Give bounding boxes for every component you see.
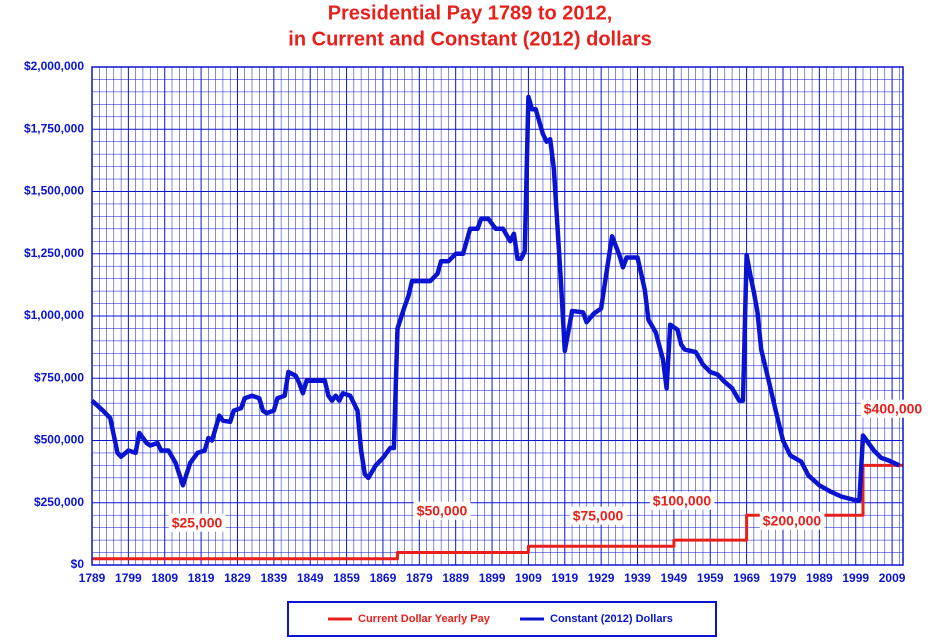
x-tick-label: 1939 <box>624 571 651 585</box>
y-tick-label: $1,000,000 <box>24 308 84 322</box>
labels: $0 $250,000 $500,000 $750,000 $1,000,000 $1,2… <box>24 59 926 585</box>
x-tick-label: 1949 <box>661 571 688 585</box>
legend: Current Dollar Yearly Pay Constant (2012)… <box>328 613 673 625</box>
x-tick-label: 1899 <box>479 571 506 585</box>
x-tick-label: 1979 <box>770 571 797 585</box>
y-tick-label: $0 <box>71 557 85 571</box>
annotation: $25,000 <box>172 515 223 531</box>
y-tick-label: $1,250,000 <box>24 246 84 260</box>
annotation: $50,000 <box>417 503 468 519</box>
annotation-bg <box>759 511 825 530</box>
chart-title: Presidential Pay 1789 to 2012, <box>328 2 613 24</box>
x-tick-label: 2009 <box>879 571 906 585</box>
x-tick-label: 1859 <box>333 571 360 585</box>
x-tick-label: 1909 <box>515 571 542 585</box>
series-line <box>92 463 903 561</box>
x-tick-label: 1969 <box>733 571 760 585</box>
legend-label: Current Dollar Yearly Pay <box>358 613 491 625</box>
y-tick-label: $1,750,000 <box>24 121 84 135</box>
annotation-bg <box>649 491 715 510</box>
annotation-bg <box>860 399 926 418</box>
x-tick-label: 1849 <box>297 571 324 585</box>
grid <box>91 66 903 566</box>
x-tick-label: 1889 <box>442 571 469 585</box>
x-tick-label: 1789 <box>79 571 106 585</box>
x-tick-label: 1879 <box>406 571 433 585</box>
legend-box <box>287 601 717 637</box>
legend-label: Constant (2012) Dollars <box>550 613 673 625</box>
annotation: $75,000 <box>573 508 624 524</box>
annotation: $200,000 <box>763 513 822 529</box>
y-tick-label: $2,000,000 <box>24 59 84 73</box>
annotation: $100,000 <box>653 493 712 509</box>
plot <box>90 94 903 561</box>
y-tick-label: $750,000 <box>34 370 84 384</box>
annotation-bg <box>569 506 627 525</box>
chart-subtitle: in Current and Constant (2012) dollars <box>288 28 651 50</box>
x-tick-label: 1989 <box>806 571 833 585</box>
x-tick-label: 1839 <box>260 571 287 585</box>
annotation-bg <box>413 501 471 520</box>
x-tick-label: 1809 <box>151 571 178 585</box>
series-line <box>90 94 901 503</box>
x-tick-label: 1959 <box>697 571 724 585</box>
y-tick-label: $500,000 <box>34 433 84 447</box>
x-tick-label: 1869 <box>370 571 397 585</box>
plot-frame <box>91 66 904 566</box>
x-tick-label: 1829 <box>224 571 251 585</box>
annotation-bg <box>168 513 226 532</box>
x-tick-label: 1799 <box>115 571 142 585</box>
y-tick-label: $1,500,000 <box>24 184 84 198</box>
x-tick-label: 1999 <box>842 571 869 585</box>
y-tick-label: $250,000 <box>34 495 84 509</box>
x-tick-label: 1919 <box>551 571 578 585</box>
annotation: $400,000 <box>864 401 923 417</box>
x-tick-label: 1819 <box>188 571 215 585</box>
x-tick-label: 1929 <box>588 571 615 585</box>
